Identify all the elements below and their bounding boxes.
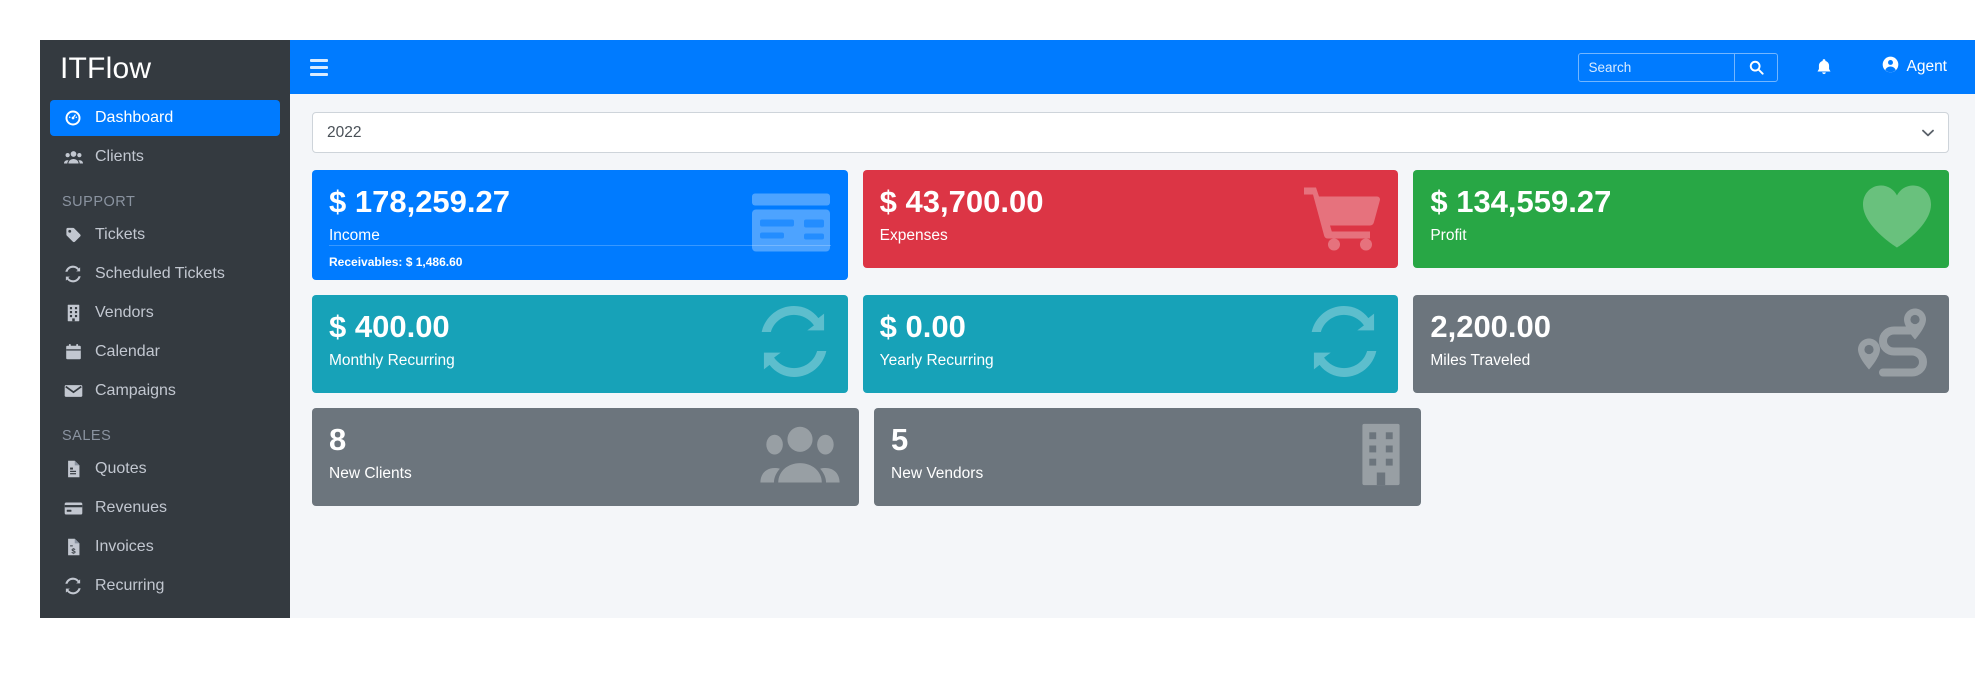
- stat-card-label: New Vendors: [891, 464, 984, 482]
- sidebar-section-support: SUPPORT: [62, 194, 136, 210]
- stat-card-row: $ 178,259.27 Income: [312, 170, 1950, 280]
- sidebar-section-sales: SALES: [62, 428, 112, 444]
- topbar-right-group: Agent: [1578, 52, 1975, 82]
- tag-icon: [62, 225, 84, 245]
- sidebar-item-label: Dashboard: [95, 109, 174, 126]
- sidebar-item-campaigns[interactable]: Campaigns: [50, 373, 280, 409]
- stat-card-value: 5: [891, 422, 909, 457]
- sidebar-item-label: Calendar: [95, 343, 160, 360]
- search-box[interactable]: [1578, 52, 1779, 82]
- stat-card-label: Monthly Recurring: [329, 351, 455, 369]
- sidebar-item-calendar[interactable]: Calendar: [50, 334, 280, 370]
- stat-card-income[interactable]: $ 178,259.27 Income: [312, 170, 848, 280]
- stat-card-label: Miles Traveled: [1430, 351, 1531, 369]
- stat-card-footer: Receivables: $ 1,486.60: [329, 245, 831, 269]
- sidebar-item-label: Revenues: [95, 499, 168, 516]
- sidebar-item-label: Clients: [95, 148, 144, 165]
- envelope-icon: [62, 381, 84, 401]
- svg-text:$: $: [71, 546, 76, 555]
- stat-card-label: Income: [329, 226, 380, 244]
- stat-card-value: $ 178,259.27: [329, 184, 511, 219]
- stat-cards: $ 178,259.27 Income: [312, 170, 1950, 506]
- file-invoice-dollar-icon: $: [62, 537, 84, 557]
- sidebar-item-vendors[interactable]: Vendors: [50, 295, 280, 331]
- user-menu-label: Agent: [1906, 58, 1947, 75]
- sidebar-item-dashboard[interactable]: Dashboard: [50, 100, 280, 136]
- stat-card-yearly-recurring[interactable]: $ 0.00 Yearly Recurring: [862, 295, 1399, 393]
- stat-card-label: Expenses: [879, 226, 948, 244]
- sidebar-item-label: Recurring: [95, 577, 165, 594]
- stat-card-label: Yearly Recurring: [879, 351, 994, 369]
- user-circle-icon: [1882, 56, 1899, 78]
- stat-card-value: $ 43,700.00: [879, 184, 1044, 219]
- stat-card-value: $ 400.00: [329, 309, 450, 344]
- building-icon: [62, 303, 84, 323]
- stat-card-monthly-recurring[interactable]: $ 400.00 Monthly Recurring: [312, 295, 848, 393]
- stat-card-value: 8: [329, 422, 347, 457]
- sidebar-item-recurring[interactable]: Recurring: [50, 568, 280, 604]
- sync-icon: [62, 576, 84, 596]
- sidebar-item-quotes[interactable]: Quotes: [50, 451, 280, 487]
- sidebar-item-tickets[interactable]: Tickets: [50, 217, 280, 253]
- stat-card-expenses[interactable]: $ 43,700.00 Expenses: [862, 170, 1399, 268]
- tachometer-icon: [62, 108, 84, 128]
- row-spacer: [1436, 408, 1949, 506]
- sidebar-item-invoices[interactable]: $ Invoices: [50, 529, 280, 565]
- sidebar-item-label: Quotes: [95, 460, 147, 477]
- bell-icon[interactable]: [1816, 58, 1832, 76]
- sync-icon: [62, 264, 84, 284]
- users-icon: [62, 147, 84, 167]
- chevron-down-icon: [1922, 124, 1934, 142]
- sidebar-item-label: Vendors: [95, 304, 154, 321]
- brand-title: ITFlow: [60, 52, 152, 85]
- sidebar-nav: Dashboard Clients SUPPORT: [40, 100, 290, 604]
- receivables-text: Receivables: $ 1,486.60: [329, 255, 463, 269]
- sidebar-item-label: Campaigns: [95, 382, 176, 399]
- main-content: 2022 $ 178,259.27 Income: [290, 94, 1975, 618]
- stat-card-profit[interactable]: $ 134,559.27 Profit: [1413, 170, 1950, 268]
- sidebar-item-clients[interactable]: Clients: [50, 139, 280, 175]
- sidebar: ITFlow Dashboard: [40, 40, 290, 618]
- user-menu[interactable]: Agent: [1882, 56, 1947, 78]
- stat-card-new-clients[interactable]: 8 New Clients: [312, 408, 859, 506]
- calendar-icon: [62, 342, 84, 362]
- hamburger-icon[interactable]: [310, 56, 332, 78]
- stat-card-value: $ 0.00: [879, 309, 966, 344]
- stat-card-new-vendors[interactable]: 5 New Vendors: [874, 408, 1421, 506]
- stat-card-value: 2,200.00: [1430, 309, 1552, 344]
- stat-card-row: $ 400.00 Monthly Recurring $ 0.00 Yearly…: [312, 295, 1950, 393]
- stat-card-label: Profit: [1430, 226, 1467, 244]
- stat-card-row: 8 New Clients 5: [312, 408, 1949, 506]
- year-filter-value: 2022: [327, 123, 362, 141]
- sidebar-item-scheduled-tickets[interactable]: Scheduled Tickets: [50, 256, 280, 292]
- year-filter-select[interactable]: 2022: [312, 112, 1949, 153]
- sidebar-item-label: Invoices: [95, 538, 154, 555]
- stat-card-label: New Clients: [329, 464, 412, 482]
- stat-card-miles-traveled[interactable]: 2,200.00 Miles Traveled: [1413, 295, 1950, 393]
- search-input[interactable]: [1579, 53, 1735, 81]
- sidebar-item-label: Tickets: [95, 226, 146, 243]
- stat-card-value: $ 134,559.27: [1430, 184, 1612, 219]
- divider: [329, 245, 831, 246]
- file-document-icon: [62, 459, 84, 479]
- search-icon[interactable]: [1734, 53, 1777, 81]
- sidebar-item-label: Scheduled Tickets: [95, 265, 225, 282]
- top-navbar: Agent: [290, 40, 1975, 94]
- sidebar-item-revenues[interactable]: Revenues: [50, 490, 280, 526]
- credit-card-icon: [62, 498, 84, 518]
